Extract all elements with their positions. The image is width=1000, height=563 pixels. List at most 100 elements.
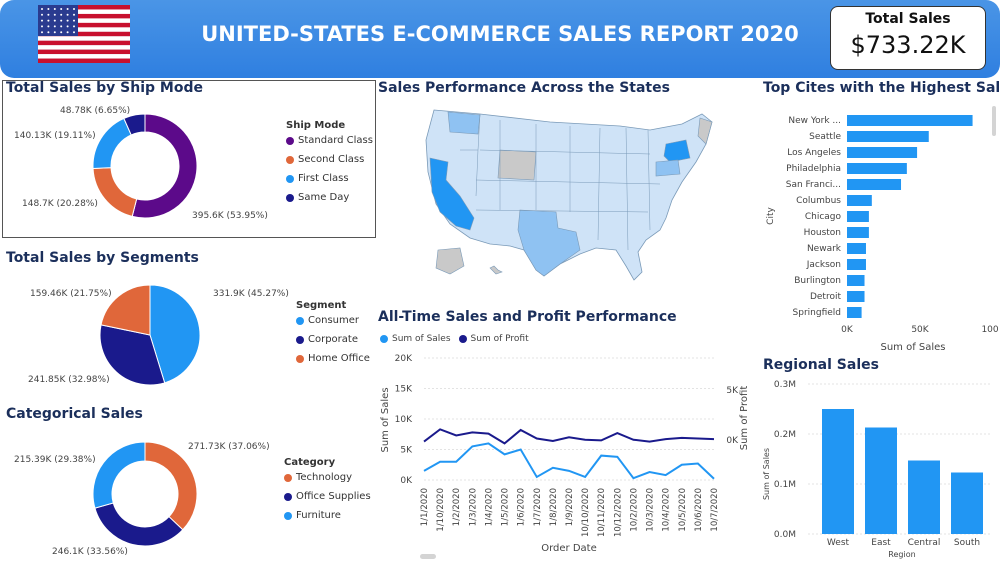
cities-x-axis-label: Sum of Sales — [880, 342, 945, 353]
regional-y-tick: 0.0M — [774, 530, 796, 540]
trend-x-tick: 10/3/2020 — [646, 488, 656, 532]
legend-home-office[interactable]: Home Office — [296, 349, 370, 368]
legend-standard-class[interactable]: Standard Class — [286, 131, 373, 150]
legend-office-supplies[interactable]: Office Supplies — [284, 487, 371, 506]
regional-y-tick: 0.1M — [774, 480, 796, 490]
regional-x-tick: East — [871, 538, 891, 548]
regional-x-tick: West — [827, 538, 850, 548]
city-bar — [847, 163, 907, 174]
ship-slices-slice-3 — [123, 113, 146, 136]
regional-bar — [865, 427, 897, 534]
segments-legend: Segment Consumer Corporate Home Office — [296, 300, 370, 368]
seg-slices-slice-1 — [99, 324, 166, 386]
trend-scrollbar[interactable] — [420, 554, 436, 559]
city-label: Springfield — [793, 308, 841, 318]
category-legend-title: Category — [284, 457, 336, 468]
city-bar — [847, 243, 866, 254]
trend-y-tick: 5K — [400, 446, 413, 456]
trend-x-tick: 1/9/2020 — [565, 488, 575, 526]
city-label: Newark — [807, 244, 842, 254]
regional-bar-chart: Sum of Sales 0.3M 0.2M 0.1M 0.0M West East Ce… — [762, 380, 992, 559]
map-maine — [697, 117, 713, 145]
legend-first-class[interactable]: First Class — [286, 169, 373, 188]
city-label: Columbus — [796, 196, 841, 206]
trend-y2-tick: 5K — [726, 386, 739, 396]
map-california — [429, 157, 475, 231]
legend-second-class[interactable]: Second Class — [286, 150, 373, 169]
trend-x-tick: 1/1/2020 — [420, 488, 430, 526]
trend-x-tick: 10/7/2020 — [710, 488, 720, 532]
city-x-tick: 50K — [911, 325, 929, 335]
city-label: Los Angeles — [787, 148, 841, 158]
ship-label-second-class: 148.7K (20.28%) — [22, 199, 98, 209]
cat-label-furniture: 215.39K (29.38%) — [14, 455, 96, 465]
city-label: Seattle — [809, 132, 841, 142]
seg-slices-slice-2 — [100, 284, 151, 336]
trend-x-tick: 10/11/2020 — [597, 488, 607, 537]
profit-line — [423, 428, 715, 445]
trend-x-tick: 1/5/2020 — [501, 488, 511, 526]
city-label: Houston — [804, 228, 841, 238]
city-bar — [847, 307, 862, 318]
cat-label-technology: 271.73K (37.06%) — [188, 442, 270, 452]
ship-mode-legend: Ship Mode Standard Class Second Class Fi… — [286, 120, 373, 207]
map-texas — [517, 209, 581, 277]
regional-y-axis-label: Sum of Sales — [762, 448, 771, 500]
trend-x-tick: 1/10/2020 — [436, 488, 446, 532]
total-sales-label: Total Sales — [865, 11, 951, 27]
regional-x-axis-label: Region — [888, 550, 915, 559]
cities-scrollbar[interactable] — [992, 106, 996, 136]
city-bar — [847, 147, 918, 158]
regional-x-tick: Central — [908, 538, 941, 548]
legend-sum-of-sales[interactable]: Sum of Sales — [380, 334, 451, 344]
city-x-tick: 0K — [841, 325, 854, 335]
regional-bar — [822, 409, 854, 534]
ship-slices-slice-0 — [131, 113, 198, 219]
city-bar — [847, 291, 865, 302]
ship-slices-slice-1 — [92, 167, 138, 218]
category-title: Categorical Sales — [6, 406, 143, 422]
map-mainland — [425, 109, 713, 281]
cities-y-axis-label: City — [766, 207, 776, 225]
trend-y-tick: 15K — [395, 385, 413, 395]
segments-title: Total Sales by Segments — [6, 250, 199, 266]
trend-y2-axis-label: Sum of Profit — [739, 386, 750, 451]
legend-consumer[interactable]: Consumer — [296, 311, 370, 330]
legend-corporate[interactable]: Corporate — [296, 330, 370, 349]
seg-label-home-office: 159.46K (21.75%) — [30, 289, 112, 299]
trend-title: All-Time Sales and Profit Performance — [378, 309, 677, 325]
regional-y-tick: 0.2M — [774, 430, 796, 440]
trend-x-tick: 10/10/2020 — [581, 488, 591, 537]
map-hawaii — [489, 265, 503, 275]
trend-x-tick: 1/6/2020 — [517, 488, 527, 526]
city-label: Burlington — [794, 276, 841, 286]
map-washington — [447, 111, 481, 135]
trend-y-axis-label: Sum of Sales — [380, 387, 391, 452]
legend-same-day[interactable]: Same Day — [286, 188, 373, 207]
trend-x-tick: 1/2/2020 — [452, 488, 462, 526]
legend-furniture[interactable]: Furniture — [284, 506, 371, 525]
cities-bar-chart: City New York ... Seattle Los Angeles Phila… — [766, 115, 998, 353]
cat-slices-slice-0 — [144, 441, 198, 531]
city-label: New York ... — [788, 116, 841, 126]
regional-bar — [951, 472, 983, 534]
seg-label-corporate: 241.85K (32.98%) — [28, 375, 110, 385]
us-states-map[interactable] — [420, 100, 720, 295]
city-label: Detroit — [810, 292, 842, 302]
legend-technology[interactable]: Technology — [284, 468, 371, 487]
trend-x-tick: 10/5/2020 — [678, 488, 688, 532]
trend-x-tick: 1/7/2020 — [533, 488, 543, 526]
map-wyoming — [497, 149, 537, 181]
seg-label-consumer: 331.9K (45.27%) — [213, 289, 289, 299]
legend-sum-of-profit[interactable]: Sum of Profit — [458, 334, 529, 344]
ship-mode-panel — [2, 80, 376, 238]
sales-line — [423, 442, 715, 480]
map-state-borders — [460, 113, 661, 251]
map-title: Sales Performance Across the States — [378, 80, 670, 96]
regional-bar — [908, 460, 940, 534]
report-title: UNITED-STATES E-COMMERCE SALES REPORT 20… — [201, 22, 799, 46]
map-new-york — [663, 139, 691, 163]
category-legend: Category Technology Office Supplies Furn… — [284, 457, 371, 525]
city-bar — [847, 131, 929, 142]
city-label: Philadelphia — [786, 164, 841, 174]
